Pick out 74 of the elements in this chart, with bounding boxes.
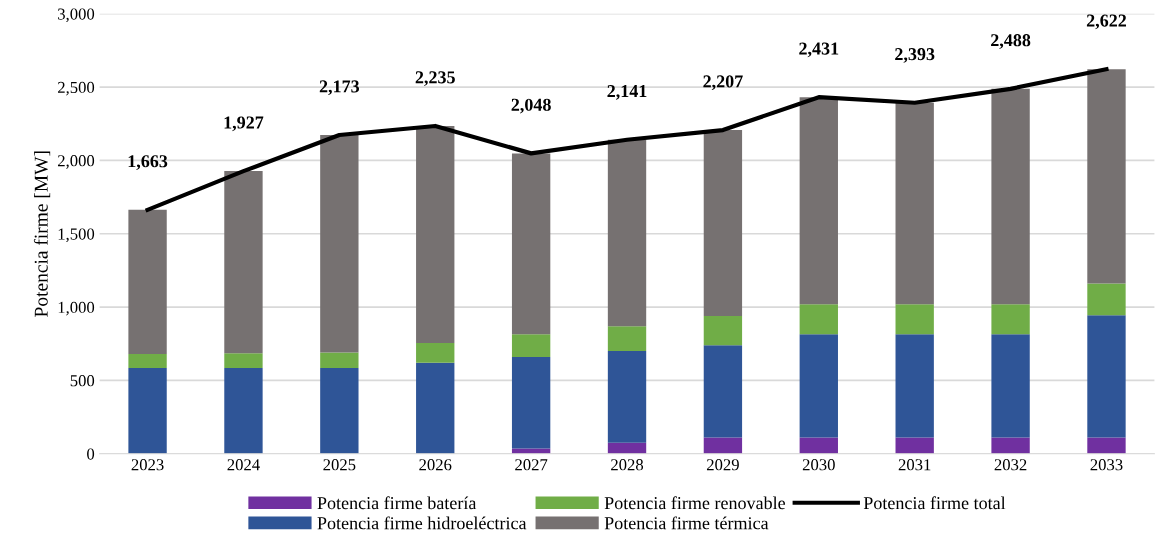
y-tick-label: 1,500 [58,228,95,243]
x-tick-label: 2033 [1090,459,1123,471]
legend-label: Potencia firme batería [317,496,477,510]
data-label: 2,488 [991,34,1031,49]
bar [320,352,359,368]
bar [799,437,838,454]
x-tick-label: 2031 [898,459,931,471]
x-tick-label: 2025 [323,459,356,471]
bar [224,367,263,454]
y-tick-label: 1,000 [58,301,95,316]
data-label: 2,207 [703,75,743,91]
bar [799,334,838,438]
bar [416,343,455,363]
x-tick-label: 2027 [515,459,548,471]
data-label: 1,927 [224,116,264,132]
bar [895,304,934,335]
bar [320,367,359,454]
bar [1087,283,1126,316]
data-label: 2,141 [607,85,647,100]
bar [1087,69,1126,284]
data-label: 2,048 [511,98,551,114]
bar [607,442,647,454]
bar [224,353,263,368]
bar [416,125,455,344]
legend-label: Potencia firme renovable [604,496,786,510]
bar [128,354,167,368]
bar [224,171,263,354]
data-label: 2,173 [319,80,360,96]
x-tick-label: 2028 [611,459,644,471]
bar [895,102,934,305]
bar [895,334,934,438]
x-tick-label: 2023 [131,459,164,471]
legend-label: Potencia firme hidroeléctrica [317,516,527,530]
bar [991,334,1030,438]
x-tick-label: 2029 [706,459,739,471]
bar [511,153,551,335]
bar [607,139,647,327]
x-tick-label: 2032 [994,459,1027,471]
data-label: 2,393 [895,48,935,63]
x-tick-label: 2030 [802,459,835,471]
y-axis-title: Potencia firme [MW] [33,151,51,317]
legend-label: Potencia firme total [863,496,1006,510]
bar [416,362,455,454]
bar [511,356,551,449]
bar [607,351,647,443]
data-label: 1,663 [128,155,168,170]
bar [128,209,167,355]
legend-label: Potencia firme térmica [604,516,769,530]
y-tick-label: 0 [87,448,95,460]
bar [703,437,743,454]
bar [1087,315,1126,438]
bar [511,334,551,357]
y-tick-label: 3,000 [58,8,95,23]
bar [991,88,1030,305]
data-label: 2,235 [415,71,455,87]
bar [703,315,743,346]
data-label: 2,431 [799,42,839,58]
y-tick-label: 2,500 [57,81,95,96]
bar [991,304,1030,335]
bar [320,135,359,353]
bar [799,97,838,305]
data-label: 2,622 [1086,14,1127,30]
bar [703,345,743,438]
bar [128,367,167,454]
bar [799,304,838,335]
y-tick-label: 2,000 [57,155,95,169]
bar [1087,437,1126,454]
bar [895,437,934,454]
y-tick-label: 500 [70,375,95,387]
bar [607,326,647,352]
x-tick-label: 2026 [419,459,452,471]
bar [991,437,1030,454]
bar [703,130,743,316]
x-tick-label: 2024 [227,459,260,471]
